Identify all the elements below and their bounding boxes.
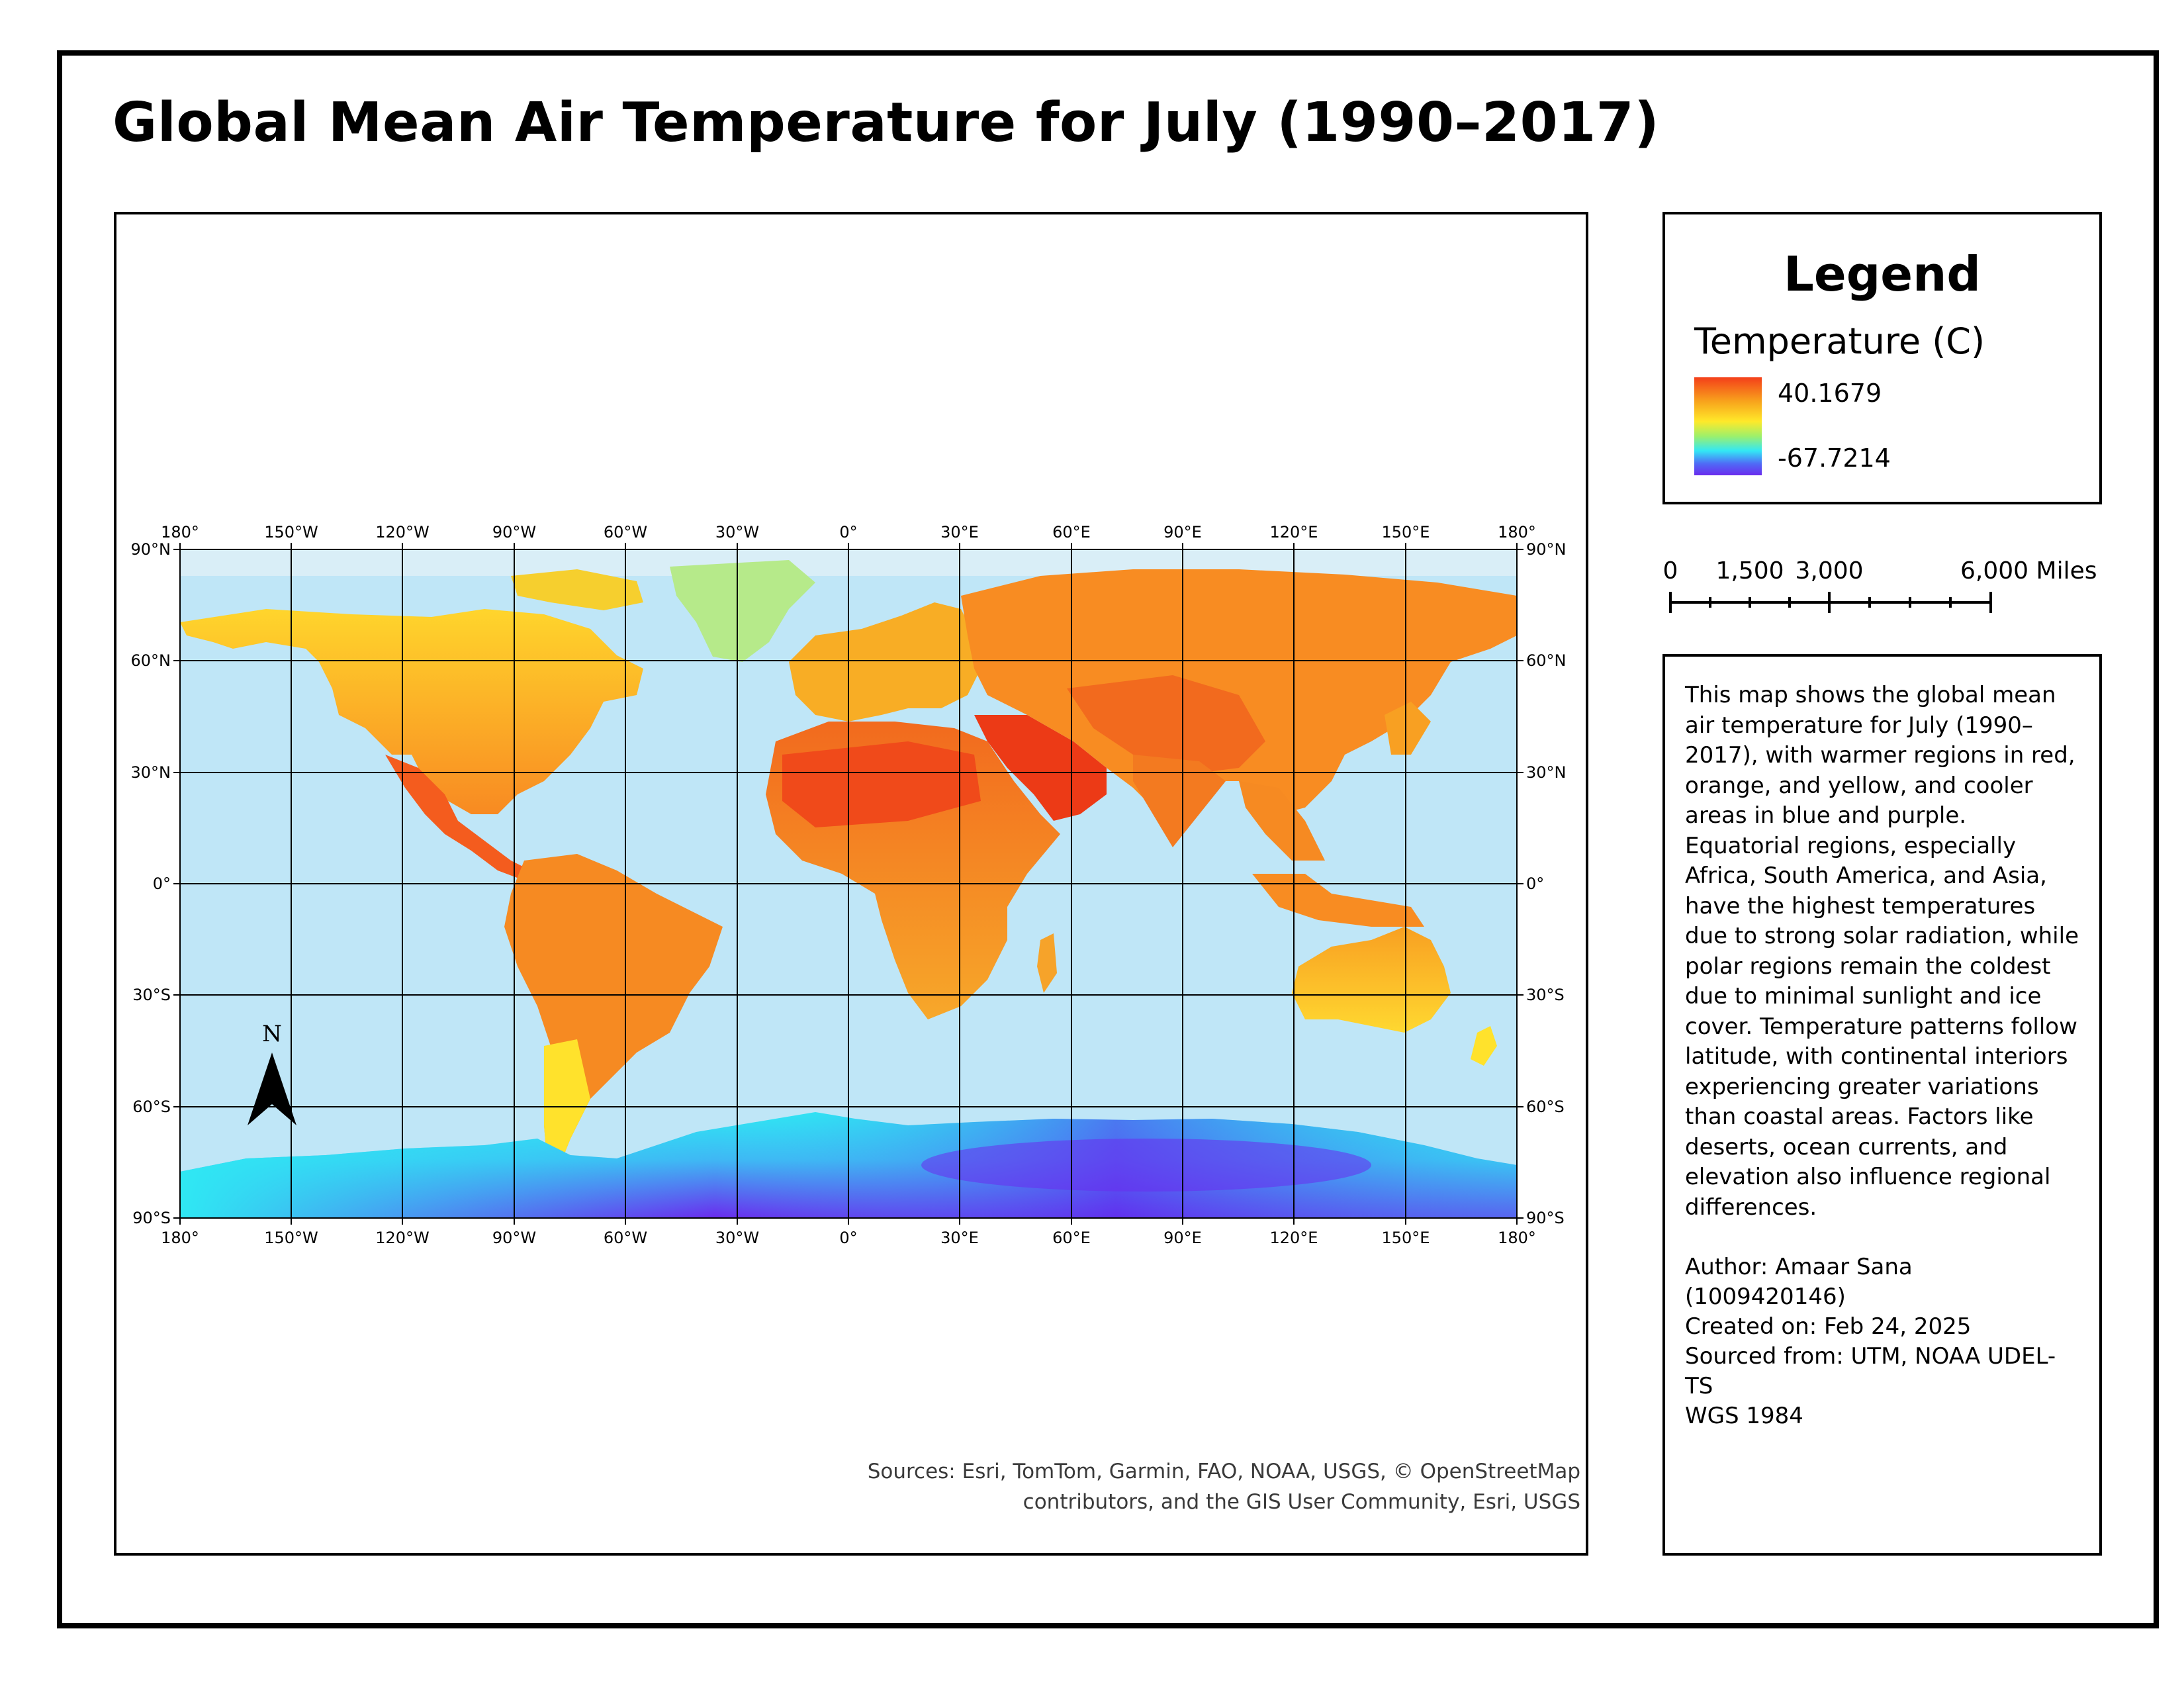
legend-subtitle: Temperature (C) [1694, 320, 1985, 362]
scale-label-3000: 3,000 [1795, 557, 1863, 585]
australia [1292, 927, 1451, 1033]
legend-title: Legend [1784, 246, 1981, 302]
sources-line-1: Sources: Esri, TomTom, Garmin, FAO, NOAA… [867, 1460, 1580, 1483]
world-map: 180° 150°W 120°W 90°W 60°W 30°W 0° 30°E … [131, 523, 1567, 1247]
temperature-color-ramp [1694, 377, 1762, 475]
lon-label-bottom: 150°W [264, 1229, 318, 1247]
lon-label-top: 0° [839, 523, 857, 541]
map-frame [114, 212, 1588, 1556]
scale-label-6000: 6,000 Miles [1960, 557, 2097, 585]
lat-label-left: 90°S [132, 1209, 171, 1227]
lat-label-right: 90°S [1526, 1209, 1565, 1227]
lon-label-bottom: 150°E [1382, 1229, 1430, 1247]
lon-label-bottom: 30°E [940, 1229, 979, 1247]
lon-label-top: 120°E [1270, 523, 1318, 541]
scale-bar: 0 1,500 3,000 6,000 Miles [1663, 557, 2097, 613]
created-line: Created on: Feb 24, 2025 [1685, 1313, 1972, 1340]
description-text: This map shows the global mean air tempe… [1685, 682, 2079, 1221]
lat-label-left: 90°N [131, 540, 171, 559]
lon-label-top: 150°W [264, 523, 318, 541]
author-line: Author: Amaar Sana (1009420146) [1685, 1254, 1913, 1310]
scale-label-0: 0 [1663, 557, 1678, 585]
sources-line-2: contributors, and the GIS User Community… [1023, 1490, 1580, 1514]
central-america [385, 755, 537, 880]
lon-label-bottom: 30°W [715, 1229, 759, 1247]
arctic-islands [511, 569, 643, 610]
lon-label-top: 90°E [1163, 523, 1202, 541]
lon-label-bottom: 90°E [1163, 1229, 1202, 1247]
page-frame [57, 50, 2159, 1628]
lat-label-right: 0° [1526, 874, 1544, 893]
lon-label-top: 90°W [492, 523, 536, 541]
lat-label-right: 60°N [1526, 651, 1567, 670]
map-sources: Sources: Esri, TomTom, Garmin, FAO, NOAA… [654, 1456, 1580, 1517]
lat-label-left: 60°S [132, 1098, 171, 1116]
map-title: Global Mean Air Temperature for July (19… [113, 91, 1660, 154]
lon-label-bottom: 120°E [1270, 1229, 1318, 1247]
europe [789, 602, 981, 722]
north-arrow-label: N [262, 1021, 282, 1047]
scale-label-1500: 1,500 [1715, 557, 1784, 585]
india [1133, 755, 1226, 847]
legend-panel: Legend Temperature (C) 40.1679 -67.7214 [1662, 212, 2102, 504]
sourced-line: Sourced from: UTM, NOAA UDEL-TS [1685, 1343, 2056, 1399]
southeast-asia [1239, 781, 1325, 861]
legend-max-label: 40.1679 [1778, 379, 1882, 408]
lon-label-bottom: 120°W [375, 1229, 430, 1247]
lon-label-top: 30°W [715, 523, 759, 541]
lon-label-top: 30°E [940, 523, 979, 541]
lon-label-top: 180° [1498, 523, 1536, 541]
lat-label-left: 0° [153, 874, 171, 893]
lon-label-bottom: 180° [1498, 1229, 1536, 1247]
lon-label-top: 180° [161, 523, 199, 541]
lon-label-bottom: 0° [839, 1229, 857, 1247]
lon-label-bottom: 60°E [1052, 1229, 1091, 1247]
lat-label-right: 90°N [1526, 540, 1567, 559]
lon-label-bottom: 180° [161, 1229, 199, 1247]
lat-label-right: 60°S [1526, 1098, 1565, 1116]
lon-label-bottom: 60°W [604, 1229, 647, 1247]
lon-label-top: 150°E [1382, 523, 1430, 541]
legend-min-label: -67.7214 [1778, 444, 1891, 473]
north-arrow-icon: N [248, 1021, 296, 1125]
lat-label-right: 30°N [1526, 763, 1567, 782]
lat-label-right: 30°S [1526, 986, 1565, 1004]
lon-label-top: 120°W [375, 523, 430, 541]
lon-label-top: 60°W [604, 523, 647, 541]
asia [961, 569, 1517, 814]
lat-label-left: 30°S [132, 986, 171, 1004]
greenland [670, 560, 815, 662]
lon-label-top: 60°E [1052, 523, 1091, 541]
lat-label-left: 30°N [131, 763, 171, 782]
datum-line: WGS 1984 [1685, 1403, 1803, 1429]
lon-label-bottom: 90°W [492, 1229, 536, 1247]
description-panel: This map shows the global mean air tempe… [1662, 654, 2102, 1556]
lat-label-left: 60°N [131, 651, 171, 670]
